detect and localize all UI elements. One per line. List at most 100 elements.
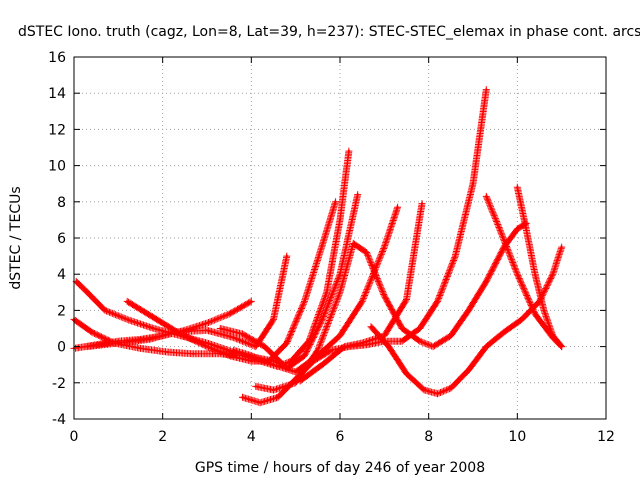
data-point bbox=[352, 242, 355, 245]
data-point bbox=[467, 309, 470, 312]
data-point bbox=[276, 396, 280, 399]
data-point bbox=[250, 354, 253, 357]
data-point bbox=[533, 312, 537, 316]
data-point bbox=[360, 341, 364, 345]
data-point bbox=[272, 388, 275, 392]
chart-title: dSTEC Iono. truth (cagz, Lon=8, Lat=39, … bbox=[18, 24, 640, 40]
data-point bbox=[232, 336, 235, 339]
data-point bbox=[525, 227, 528, 231]
data-point bbox=[205, 341, 209, 345]
data-point bbox=[103, 309, 107, 312]
x-tick-label: 8 bbox=[424, 429, 433, 445]
y-axis-title: dSTEC / TECUs bbox=[8, 186, 24, 289]
data-point bbox=[449, 387, 453, 390]
data-point bbox=[227, 354, 231, 357]
data-point bbox=[418, 339, 421, 343]
data-point bbox=[165, 350, 169, 354]
x-tick-label: 12 bbox=[597, 429, 615, 445]
series-6 bbox=[216, 191, 362, 372]
data-point bbox=[205, 329, 209, 332]
y-tick-label: 16 bbox=[48, 50, 66, 66]
data-point bbox=[250, 300, 253, 303]
data-point bbox=[139, 347, 142, 350]
data-point bbox=[263, 345, 266, 348]
data-point bbox=[400, 339, 404, 343]
data-point bbox=[272, 363, 275, 366]
data-point bbox=[294, 370, 297, 374]
data-point bbox=[321, 363, 324, 366]
series-2 bbox=[70, 147, 353, 370]
y-tick-label: 14 bbox=[48, 86, 66, 102]
y-tick-label: 0 bbox=[57, 340, 66, 356]
data-point bbox=[325, 291, 328, 294]
data-point bbox=[516, 186, 519, 189]
data-point bbox=[241, 396, 244, 399]
data-point bbox=[485, 345, 488, 348]
data-point bbox=[338, 218, 342, 222]
data-point bbox=[316, 349, 320, 352]
data-point bbox=[516, 273, 519, 276]
data-point bbox=[431, 345, 435, 348]
data-point bbox=[418, 327, 421, 330]
data-point bbox=[117, 341, 120, 345]
series-markers bbox=[252, 220, 530, 394]
data-point bbox=[86, 291, 89, 294]
data-point bbox=[321, 244, 324, 247]
data-point bbox=[219, 327, 222, 330]
data-point bbox=[227, 312, 231, 316]
data-point bbox=[533, 273, 537, 276]
series-9 bbox=[252, 220, 530, 394]
data-point bbox=[471, 182, 475, 185]
data-point bbox=[369, 325, 373, 328]
x-tick-label: 2 bbox=[158, 429, 167, 445]
data-point bbox=[347, 149, 351, 153]
data-point bbox=[303, 300, 306, 303]
data-point bbox=[338, 291, 342, 294]
data-point bbox=[179, 332, 182, 336]
data-point bbox=[75, 280, 78, 283]
data-point bbox=[551, 334, 554, 337]
data-point bbox=[303, 354, 306, 357]
data-point bbox=[383, 294, 386, 298]
data-point bbox=[285, 254, 288, 258]
axis-ticks: 0 2 4 6 8 10 12 -4 -2 0 2 4 6 8 10 12 14 16 bbox=[48, 50, 615, 445]
data-point bbox=[383, 245, 386, 249]
data-point bbox=[356, 193, 359, 196]
data-point bbox=[485, 195, 488, 198]
y-tick-label: 10 bbox=[48, 159, 66, 175]
data-point bbox=[343, 345, 346, 348]
data-point bbox=[205, 345, 209, 348]
data-point bbox=[148, 338, 151, 341]
series-11 bbox=[367, 243, 566, 398]
y-tick-label: 4 bbox=[57, 267, 66, 283]
data-point bbox=[259, 401, 262, 404]
data-point bbox=[254, 385, 257, 388]
data-point bbox=[205, 321, 209, 325]
y-tick-label: 2 bbox=[57, 303, 66, 319]
data-point bbox=[152, 316, 155, 319]
data-point bbox=[516, 227, 519, 231]
x-tick-label: 6 bbox=[336, 429, 345, 445]
y-tick-label: 8 bbox=[57, 195, 66, 211]
series-10 bbox=[296, 200, 426, 385]
data-point bbox=[334, 200, 337, 203]
data-point bbox=[423, 388, 426, 392]
data-point bbox=[192, 352, 195, 356]
data-point bbox=[383, 334, 386, 337]
y-tick-label: 6 bbox=[57, 231, 66, 247]
data-point bbox=[126, 318, 129, 321]
data-point bbox=[502, 330, 506, 334]
x-tick-label: 10 bbox=[508, 429, 526, 445]
series-13 bbox=[513, 183, 566, 351]
data-point bbox=[272, 318, 275, 321]
data-point bbox=[485, 280, 488, 283]
data-point bbox=[485, 88, 488, 91]
data-point bbox=[338, 334, 342, 337]
data-point bbox=[152, 327, 155, 330]
data-point bbox=[467, 368, 470, 372]
data-point bbox=[420, 202, 424, 205]
data-point bbox=[241, 332, 244, 336]
data-points bbox=[70, 86, 566, 407]
x-tick-label: 4 bbox=[247, 429, 256, 445]
data-point bbox=[436, 300, 439, 303]
